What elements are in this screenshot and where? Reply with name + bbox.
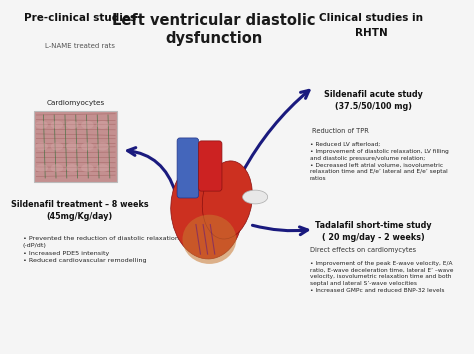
Ellipse shape bbox=[243, 190, 268, 204]
Ellipse shape bbox=[66, 143, 78, 150]
Text: Reduction of TPR: Reduction of TPR bbox=[311, 128, 368, 134]
Ellipse shape bbox=[96, 143, 109, 150]
Ellipse shape bbox=[51, 143, 63, 150]
Ellipse shape bbox=[36, 143, 48, 150]
Ellipse shape bbox=[36, 164, 48, 172]
Ellipse shape bbox=[81, 164, 94, 172]
Ellipse shape bbox=[202, 161, 252, 239]
Text: Sildenafil treatment – 8 weeks
(45mg/Kg/day): Sildenafil treatment – 8 weeks (45mg/Kg/… bbox=[11, 200, 149, 221]
Text: Sildenafil acute study
(37.5/50/100 mg): Sildenafil acute study (37.5/50/100 mg) bbox=[324, 90, 423, 112]
Ellipse shape bbox=[171, 161, 243, 259]
Text: • Prevented the reduction of diastolic relaxation
(-dP/dt)
• Increased PDE5 inte: • Prevented the reduction of diastolic r… bbox=[23, 236, 179, 263]
Text: Cardiomyocytes: Cardiomyocytes bbox=[46, 100, 105, 106]
Ellipse shape bbox=[81, 121, 94, 129]
Ellipse shape bbox=[66, 121, 78, 129]
Text: • Improvement of the peak E-wave velocity, E/A
ratio, E-wave deceleration time, : • Improvement of the peak E-wave velocit… bbox=[310, 261, 453, 293]
Ellipse shape bbox=[51, 121, 63, 129]
Ellipse shape bbox=[81, 143, 94, 150]
Text: Left ventricular diastolic
dysfunction: Left ventricular diastolic dysfunction bbox=[112, 13, 316, 46]
Text: Clinical studies in
RHTN: Clinical studies in RHTN bbox=[319, 13, 423, 38]
FancyBboxPatch shape bbox=[199, 141, 222, 191]
FancyBboxPatch shape bbox=[177, 138, 199, 198]
Ellipse shape bbox=[182, 215, 237, 264]
Ellipse shape bbox=[66, 164, 78, 172]
Text: Tadalafil short-time study
( 20 mg/day - 2 weeks): Tadalafil short-time study ( 20 mg/day -… bbox=[315, 221, 432, 242]
Text: L-NAME treated rats: L-NAME treated rats bbox=[45, 43, 115, 49]
Ellipse shape bbox=[96, 121, 109, 129]
FancyBboxPatch shape bbox=[35, 111, 117, 182]
Ellipse shape bbox=[36, 121, 48, 129]
Text: Pre-clinical studies: Pre-clinical studies bbox=[24, 13, 136, 23]
Text: Direct effects on cardiomycytes: Direct effects on cardiomycytes bbox=[310, 247, 416, 253]
Ellipse shape bbox=[96, 164, 109, 172]
Ellipse shape bbox=[51, 164, 63, 172]
Text: • Reduced LV afterload;
• Improvement of diastolic relaxation, LV filling
and di: • Reduced LV afterload; • Improvement of… bbox=[310, 142, 448, 181]
